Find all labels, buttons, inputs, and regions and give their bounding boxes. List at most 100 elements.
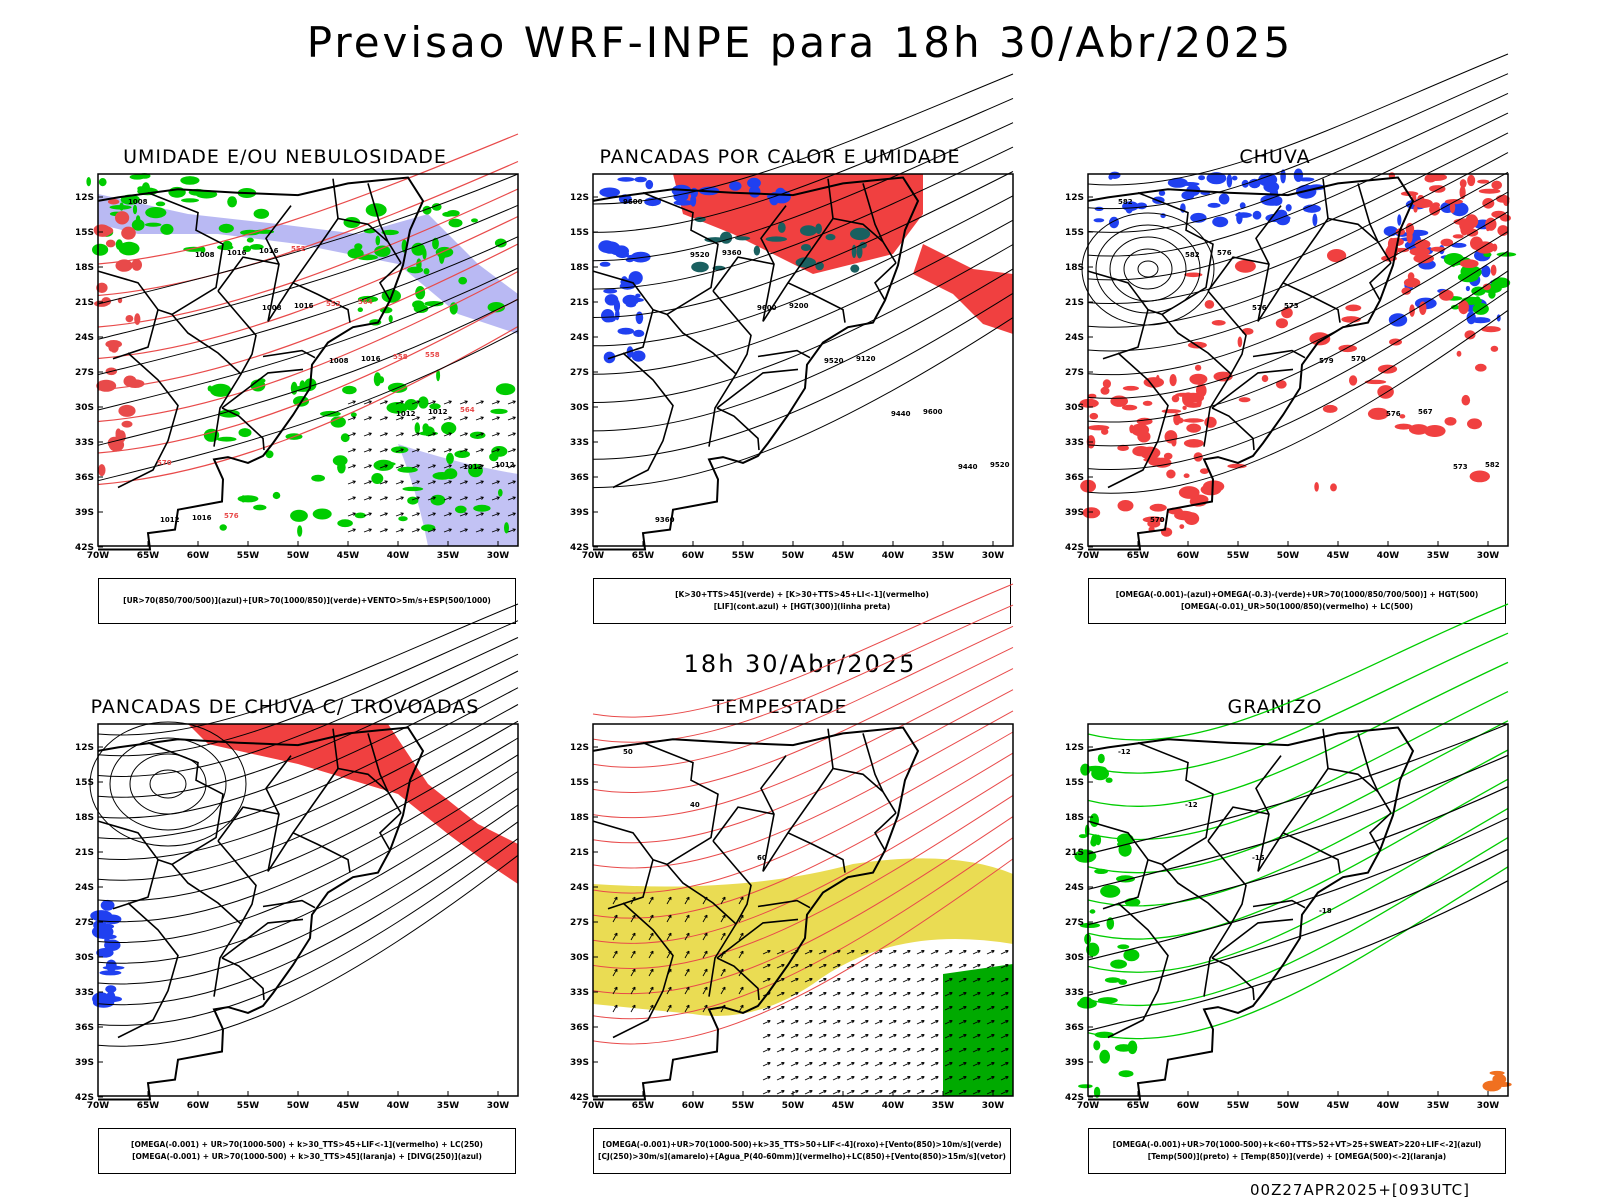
contour-label: -12 [1185, 801, 1198, 809]
country-border [787, 282, 846, 323]
wind-vector [832, 992, 841, 997]
wind-vector [632, 968, 636, 973]
country-border [612, 902, 674, 1039]
wind-vector [512, 496, 516, 500]
wind-vector [837, 1019, 841, 1024]
wind-vector [972, 1090, 981, 1095]
lif-cell [673, 200, 694, 206]
wind-vector [352, 496, 356, 500]
k-index-cell [850, 264, 860, 273]
wind-vector [379, 512, 388, 517]
height-contour [1087, 191, 1509, 352]
wind-vector [916, 1048, 925, 1053]
lif-cell [603, 351, 616, 364]
wind-vector [432, 448, 436, 452]
lon-label: 55W [732, 1101, 755, 1111]
wind-vector [977, 963, 981, 968]
wind-vector [650, 914, 654, 919]
wind-vector [379, 480, 388, 485]
wind-vector [986, 964, 995, 969]
wind-vector [874, 950, 883, 955]
omega-red-cell [1131, 423, 1150, 437]
country-border [1255, 205, 1282, 322]
pressure-contour [97, 330, 519, 482]
wind-vector [512, 400, 516, 404]
wind-vector [379, 432, 388, 437]
omega-red-cell [1424, 174, 1437, 183]
lif-cell [747, 177, 761, 189]
map-frame [592, 723, 1014, 1097]
omega-green-cell [1496, 252, 1517, 257]
wind-vector [832, 1076, 841, 1081]
wind-vector [935, 991, 939, 996]
wind-vector [630, 932, 636, 941]
map-frame [97, 173, 519, 547]
omega-red-cell [1179, 524, 1185, 529]
coastline [1087, 176, 1415, 551]
contour-label: 50 [623, 748, 633, 756]
country-border [265, 205, 292, 322]
wind-vector [666, 896, 672, 905]
wind-vector [632, 986, 636, 991]
omega-red-cell [1345, 304, 1362, 312]
wind-vector [888, 1076, 897, 1081]
wind-vector [907, 949, 911, 954]
humidity-low-cell [218, 409, 240, 418]
temp850-cell [1078, 1084, 1093, 1089]
wind-vector [722, 986, 726, 991]
omega-red-cell [1194, 364, 1202, 371]
country-border [708, 923, 737, 997]
wind-vector [368, 496, 372, 500]
omega-blue-cell [1206, 172, 1227, 185]
wind-vector [935, 1047, 939, 1052]
wind-vector [480, 416, 484, 420]
temp850-cell [1079, 996, 1093, 1009]
wind-vector [1000, 1090, 1009, 1095]
wind-vector [379, 416, 388, 421]
omega-blue-cell [1248, 178, 1261, 189]
humidity-low-cell [422, 426, 435, 437]
wind-vector [860, 1048, 869, 1053]
omega-red-cell [1314, 482, 1319, 492]
wind-vector [347, 432, 356, 437]
omega-red-cell [1204, 300, 1215, 309]
wind-vector [512, 464, 516, 468]
lat-label: 42S [75, 543, 94, 553]
humidity-low-cell [160, 223, 174, 235]
wind-vector [432, 400, 436, 404]
wind-vector [874, 1034, 883, 1039]
wind-vector [991, 991, 995, 996]
wind-vector [416, 448, 420, 452]
omega-red-cell [1178, 486, 1200, 499]
wind-vector [612, 1004, 618, 1013]
contour-label: 1012 [428, 408, 448, 416]
wind-vector [491, 512, 500, 517]
lon-label: 30W [1477, 1101, 1500, 1111]
lif-cell [615, 250, 629, 259]
wind-vector [804, 1090, 813, 1095]
lat-label: 33S [570, 988, 589, 998]
omega-orange-cell [1489, 1070, 1505, 1076]
wind-vector [902, 1048, 911, 1053]
omega-red-cell [1087, 425, 1110, 431]
lon-label: 35W [932, 1101, 955, 1111]
wind-vector [427, 480, 436, 485]
wind-vector [684, 986, 690, 995]
wind-vector [512, 448, 516, 452]
humidity-low-cell [354, 512, 366, 519]
omega-red-cell [1413, 205, 1418, 213]
wind-vector [762, 1006, 771, 1011]
lat-label: 15S [1065, 228, 1084, 238]
omega-red-cell [1367, 407, 1389, 420]
wind-vector [902, 1020, 911, 1025]
thickness-line-seg [115, 211, 130, 225]
wind-vector [907, 977, 911, 982]
wind-vector [930, 992, 939, 997]
country-border [367, 733, 389, 793]
contour-label: 1008 [195, 251, 215, 259]
wind-vector [738, 950, 744, 959]
wind-vector [809, 1019, 813, 1024]
omega-red-cell [1183, 473, 1190, 479]
wind-vector [1005, 949, 1009, 954]
temp850-cell [1079, 922, 1101, 928]
